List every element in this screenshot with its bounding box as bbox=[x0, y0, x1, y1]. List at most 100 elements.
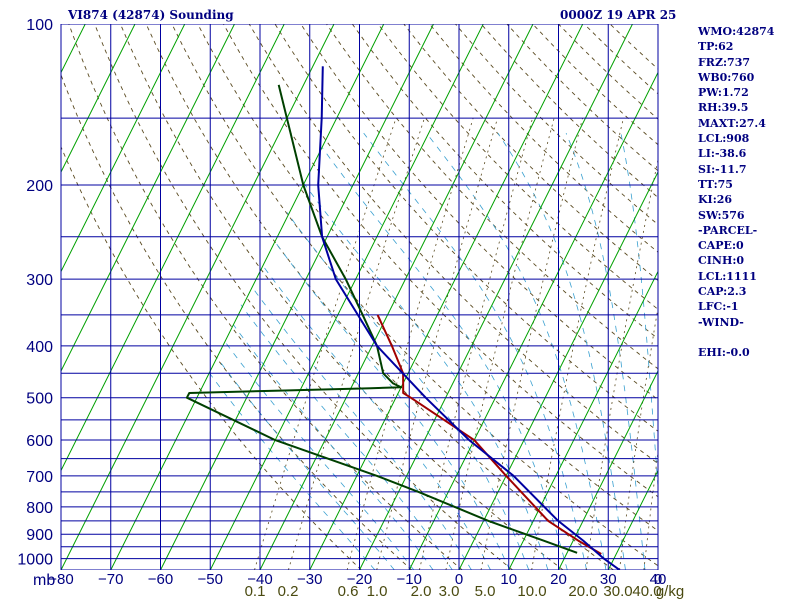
dry-adiabat-line bbox=[248, 24, 658, 465]
isotherm-line bbox=[61, 24, 186, 273]
isotherms bbox=[0, 24, 658, 570]
pressure-tick-label: 400 bbox=[26, 339, 53, 356]
dry-adiabat-line bbox=[68, 24, 463, 570]
isotherm-line bbox=[0, 24, 36, 570]
pressure-unit-label: mb bbox=[33, 572, 55, 589]
moist-adiabat-line bbox=[321, 146, 568, 570]
sounding-traces bbox=[185, 66, 621, 570]
pressure-gridlines bbox=[61, 24, 658, 570]
isotherm-line bbox=[259, 24, 534, 570]
dry-adiabat-line bbox=[145, 24, 614, 570]
moist-adiabat-line bbox=[251, 286, 472, 570]
stat-item: LFC:-1 bbox=[698, 300, 739, 314]
isotherm-line bbox=[61, 24, 235, 373]
stat-item: TP:62 bbox=[698, 40, 734, 54]
pressure-tick-label: 900 bbox=[26, 527, 53, 544]
temperature-tick-label: −60 bbox=[148, 571, 173, 588]
pressure-tick-label: 1000 bbox=[17, 552, 53, 569]
parcel-trace bbox=[317, 66, 621, 570]
stat-item: EHI:-0.0 bbox=[698, 346, 750, 360]
temperature-tick-label: −30 bbox=[297, 571, 322, 588]
dewpoint-trace bbox=[185, 84, 578, 554]
isotherm-line bbox=[558, 369, 658, 570]
stat-item: RH:39.5 bbox=[698, 101, 749, 115]
dry-adiabat-line bbox=[223, 24, 658, 498]
mixing-ratio-label: 5.0 bbox=[475, 583, 496, 600]
pressure-tick-label: 200 bbox=[26, 178, 53, 195]
dry-adiabat-line bbox=[94, 24, 513, 570]
temperature-tick-label: −20 bbox=[347, 571, 372, 588]
moist-adiabat-line bbox=[240, 304, 453, 570]
mixing-ratio-label: 1.0 bbox=[367, 583, 388, 600]
isotherm-line bbox=[309, 24, 584, 570]
isotherm-line bbox=[61, 24, 285, 472]
isotherm-line bbox=[61, 24, 335, 570]
temperature-trace bbox=[376, 314, 602, 555]
stat-item bbox=[698, 330, 774, 345]
stat-item: TT:75 bbox=[698, 177, 733, 191]
stat-item: LCL:1111 bbox=[698, 269, 757, 283]
stats-panel: WMO:42874 TP:62 FRZ:737 WB0:760 PW:1.72 RH:39… bbox=[698, 24, 774, 361]
stat-item: FRZ:737 bbox=[698, 55, 751, 69]
temperature-tick-label: 30 bbox=[600, 571, 617, 588]
stat-item: CAP:2.3 bbox=[698, 285, 747, 299]
dry-adiabat-line bbox=[119, 24, 564, 570]
isotherm-line bbox=[61, 24, 136, 174]
isotherm-line bbox=[458, 170, 658, 570]
stat-item: SW:576 bbox=[698, 208, 745, 222]
stat-item: WB0:760 bbox=[698, 70, 755, 84]
temperature-tick-label: −40 bbox=[247, 571, 272, 588]
pressure-tick-label: 300 bbox=[26, 272, 53, 289]
mixing-ratio-label: 0.1 bbox=[245, 583, 266, 600]
mixing-ratio-label: 2.0 bbox=[411, 583, 432, 600]
dry-adiabat-line bbox=[300, 24, 658, 401]
moist-adiabat-line bbox=[300, 178, 549, 570]
temperature-tick-label: −50 bbox=[198, 571, 223, 588]
moist-adiabat-line bbox=[497, 132, 626, 570]
stat-item: -WIND- bbox=[698, 315, 744, 329]
stat-item: PW:1.72 bbox=[698, 86, 749, 100]
stat-item: WMO:42874 bbox=[698, 25, 775, 38]
temperature-tick-label: 40 bbox=[650, 571, 667, 588]
pressure-tick-label: 100 bbox=[26, 17, 53, 34]
mixing-ratio-label: 0.6 bbox=[338, 583, 359, 600]
pressure-tick-label: 600 bbox=[26, 433, 53, 450]
mixing-ratio-label: 0.2 bbox=[278, 583, 299, 600]
stat-item: LI:-38.6 bbox=[698, 147, 747, 161]
moist-adiabat-line bbox=[274, 241, 511, 570]
dry-adiabat-line bbox=[377, 24, 658, 310]
temperature-tick-label: 20 bbox=[550, 571, 567, 588]
station-title: VI874 (42874) Sounding bbox=[68, 8, 234, 22]
pressure-tick-label: 800 bbox=[26, 500, 53, 517]
stat-item: KI:26 bbox=[698, 193, 733, 207]
isotherm-line bbox=[359, 24, 633, 570]
mixing-ratio-label: 40.0 bbox=[632, 583, 661, 600]
stat-item: MAXT:27.4 bbox=[698, 116, 766, 130]
stat-item: CAPE:0 bbox=[698, 239, 744, 253]
temperature-tick-label: −10 bbox=[397, 571, 422, 588]
moist-adiabat-line bbox=[216, 356, 395, 570]
isotherm-line bbox=[607, 469, 658, 570]
moist-adiabat-line bbox=[286, 212, 530, 570]
dry-adiabat-line bbox=[171, 24, 658, 567]
temperature-tick-label: −80 bbox=[48, 571, 73, 588]
temperature-tick-label: 10 bbox=[500, 571, 517, 588]
valid-time: 0000Z 19 APR 25 bbox=[560, 8, 677, 22]
mixing-ratio-label: 3.0 bbox=[439, 583, 460, 600]
isotherm-line bbox=[408, 71, 658, 570]
stat-item: LCL:908 bbox=[698, 132, 750, 146]
pressure-tick-label: 700 bbox=[26, 469, 53, 486]
temperature-tick-label: 0 bbox=[455, 571, 463, 588]
mixing-ratio-label: 30.0 bbox=[603, 583, 632, 600]
mixing-ratio-label: 10.0 bbox=[517, 583, 546, 600]
isotherm-line bbox=[508, 270, 658, 570]
stat-item: -PARCEL- bbox=[698, 223, 758, 237]
isotherm-line bbox=[110, 24, 385, 570]
dry-adiabat-line bbox=[61, 73, 413, 570]
temperature-tick-label: −70 bbox=[98, 571, 123, 588]
mixing-ratio-label: 20.0 bbox=[568, 583, 597, 600]
dry-adiabat-line bbox=[274, 24, 658, 432]
stat-item: SI:-11.7 bbox=[698, 162, 747, 176]
